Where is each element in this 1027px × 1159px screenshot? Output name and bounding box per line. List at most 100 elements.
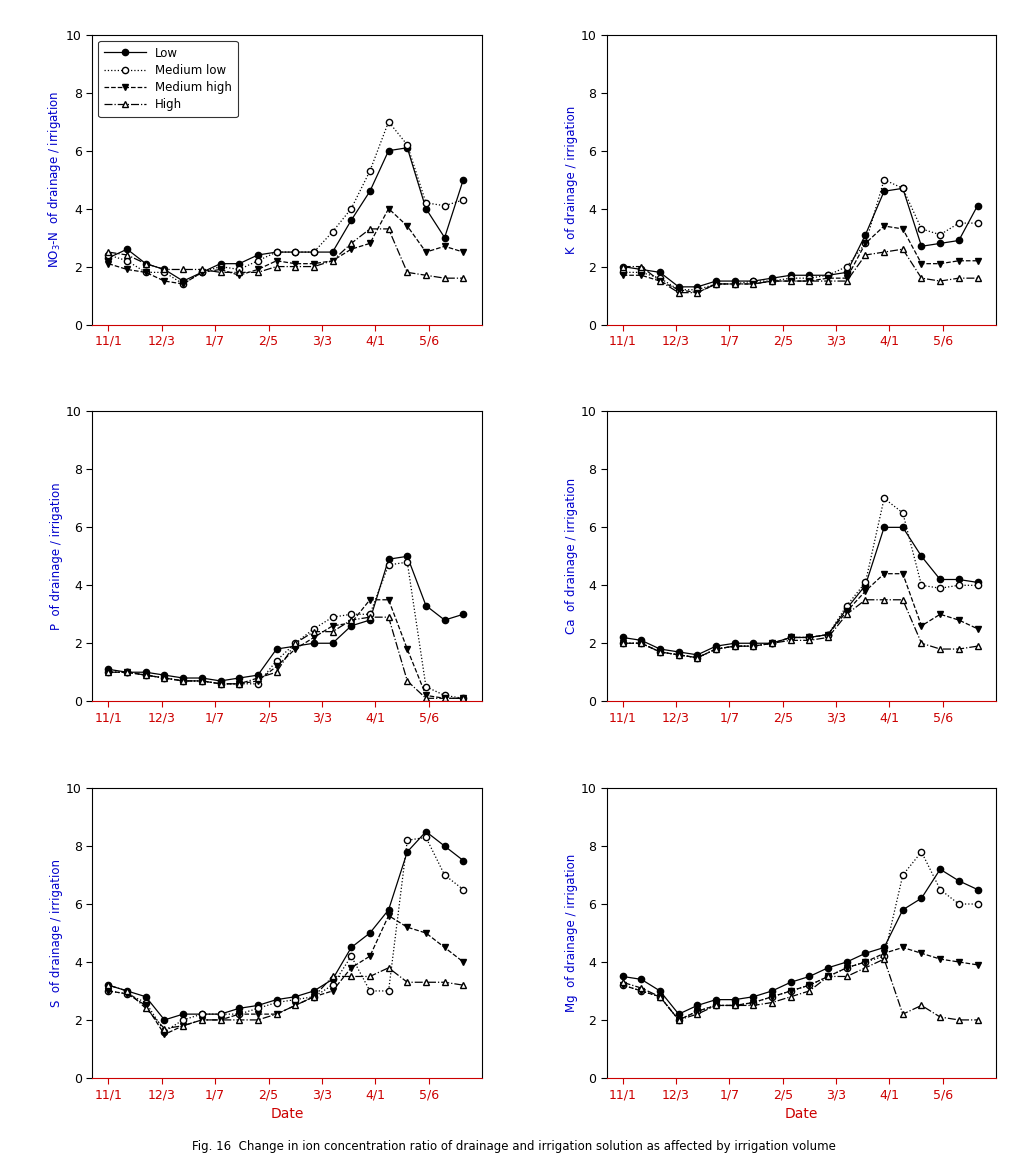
- Medium high: [439, 239, 451, 253]
- Medium high: [196, 265, 208, 279]
- Medium high: [934, 256, 946, 270]
- Medium high: [953, 254, 965, 268]
- Line: Low: Low: [106, 553, 466, 684]
- Low: [196, 671, 208, 685]
- Medium high: [710, 277, 722, 291]
- High: [748, 998, 760, 1013]
- High: [766, 996, 778, 1009]
- Low: [934, 573, 946, 586]
- Medium high: [382, 202, 394, 216]
- Medium low: [803, 978, 815, 992]
- Medium low: [382, 115, 394, 129]
- High: [915, 271, 927, 285]
- Low: [252, 248, 264, 262]
- Medium high: [158, 1027, 170, 1041]
- Medium high: [822, 271, 834, 285]
- High: [654, 644, 667, 658]
- Medium low: [635, 984, 647, 998]
- Medium low: [860, 955, 872, 969]
- High: [897, 593, 909, 607]
- High: [654, 274, 667, 287]
- Low: [878, 520, 890, 534]
- Medium high: [972, 254, 984, 268]
- High: [635, 636, 647, 650]
- Medium high: [673, 1013, 685, 1027]
- Medium low: [121, 986, 134, 1000]
- High: [233, 1013, 245, 1027]
- High: [710, 277, 722, 291]
- Medium low: [972, 578, 984, 592]
- Medium low: [822, 628, 834, 642]
- Low: [860, 227, 872, 241]
- Medium low: [457, 882, 469, 896]
- Medium low: [177, 277, 189, 291]
- Low: [140, 256, 152, 270]
- Line: High: High: [619, 246, 981, 296]
- Medium low: [345, 607, 357, 621]
- Medium high: [252, 1007, 264, 1021]
- Low: [822, 628, 834, 642]
- Low: [233, 1001, 245, 1015]
- High: [457, 691, 469, 705]
- Medium high: [177, 673, 189, 687]
- Medium high: [121, 262, 134, 276]
- Medium low: [616, 265, 629, 279]
- Low: [252, 998, 264, 1013]
- Y-axis label: S  of drainage / irrigation: S of drainage / irrigation: [50, 859, 64, 1007]
- Medium low: [654, 990, 667, 1004]
- Low: [654, 642, 667, 656]
- Medium high: [803, 630, 815, 644]
- Low: [860, 578, 872, 592]
- Medium high: [934, 607, 946, 621]
- Low: [140, 665, 152, 679]
- Medium high: [420, 245, 432, 258]
- High: [878, 245, 890, 258]
- Low: [748, 636, 760, 650]
- Medium high: [345, 961, 357, 975]
- High: [402, 673, 414, 687]
- Low: [785, 630, 797, 644]
- Medium high: [382, 909, 394, 923]
- Medium high: [140, 998, 152, 1013]
- High: [728, 639, 740, 653]
- Low: [215, 673, 227, 687]
- Low: [364, 926, 376, 940]
- High: [140, 1001, 152, 1015]
- Medium high: [196, 673, 208, 687]
- Low: [402, 549, 414, 563]
- High: [803, 274, 815, 287]
- Medium high: [364, 236, 376, 250]
- Medium high: [691, 650, 703, 664]
- Low: [673, 644, 685, 658]
- Medium high: [897, 940, 909, 954]
- Medium low: [860, 575, 872, 589]
- Medium high: [215, 677, 227, 691]
- High: [822, 274, 834, 287]
- Low: [972, 198, 984, 212]
- Medium low: [785, 630, 797, 644]
- Medium low: [841, 260, 853, 274]
- High: [728, 998, 740, 1013]
- High: [953, 642, 965, 656]
- High: [878, 593, 890, 607]
- High: [972, 1013, 984, 1027]
- High: [196, 1013, 208, 1027]
- Low: [822, 268, 834, 282]
- Medium high: [803, 978, 815, 992]
- Medium high: [822, 628, 834, 642]
- High: [196, 673, 208, 687]
- High: [308, 990, 320, 1004]
- Medium low: [252, 254, 264, 268]
- Medium low: [728, 998, 740, 1013]
- High: [252, 671, 264, 685]
- Medium high: [915, 256, 927, 270]
- Medium low: [308, 245, 320, 258]
- Low: [616, 630, 629, 644]
- Low: [140, 990, 152, 1004]
- Medium low: [673, 1013, 685, 1027]
- Medium high: [654, 990, 667, 1004]
- Medium high: [233, 268, 245, 282]
- Medium high: [439, 940, 451, 954]
- Medium high: [934, 952, 946, 965]
- High: [972, 271, 984, 285]
